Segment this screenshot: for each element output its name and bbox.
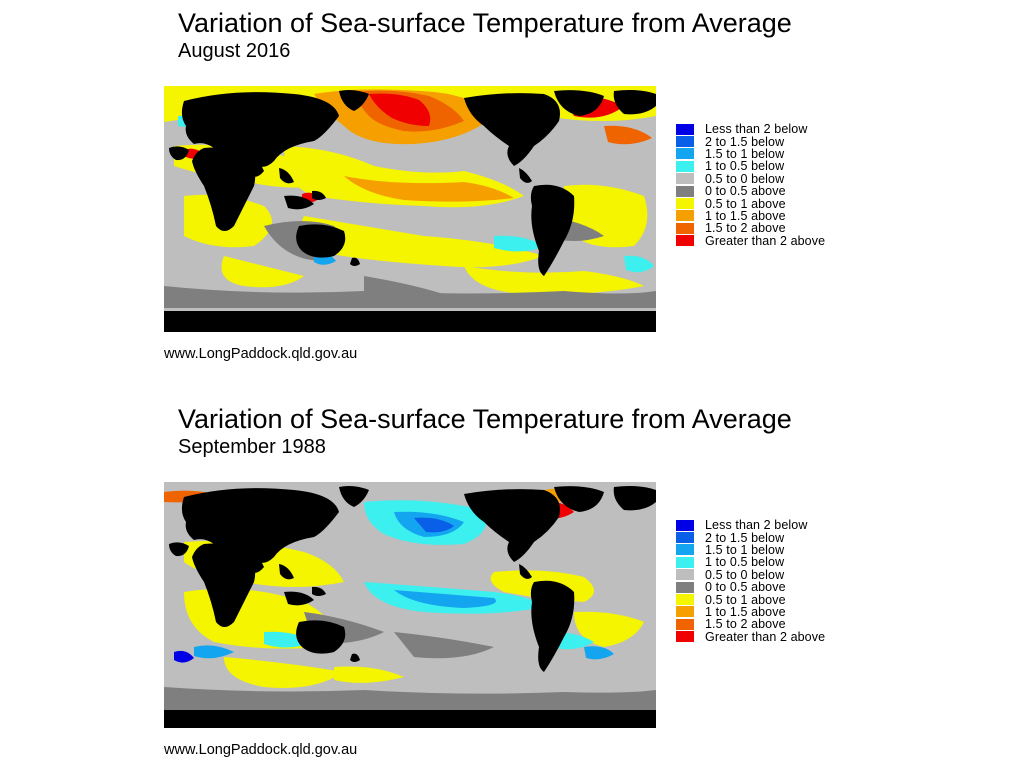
legend-label: 1.5 to 1 below <box>705 146 785 161</box>
legend-swatch <box>676 569 694 581</box>
legend-swatch <box>676 173 694 185</box>
legend-swatch <box>676 556 694 568</box>
map-subtitle: August 2016 <box>178 40 291 62</box>
legend-swatch <box>676 198 694 210</box>
panel-september-1988: Variation of Sea-surface Temperature fro… <box>0 396 1024 780</box>
legend-label: 0.5 to 0 below <box>705 567 785 582</box>
sst-anomaly-map <box>164 86 656 332</box>
panel-august-2016: Variation of Sea-surface Temperature fro… <box>0 0 1024 384</box>
legend-item: 1.5 to 1 below <box>676 544 876 556</box>
legend-swatch <box>676 532 694 544</box>
legend-item: 2 to 1.5 below <box>676 530 876 545</box>
legend-swatch <box>676 148 694 160</box>
legend-label: 0.5 to 1 above <box>705 196 786 211</box>
legend-label: 1 to 0.5 below <box>705 159 785 174</box>
map-subtitle: September 1988 <box>178 436 326 458</box>
sst-anomaly-map <box>164 482 656 728</box>
world-map-svg <box>164 482 656 728</box>
legend-item: 0.5 to 1 above <box>676 196 876 211</box>
legend-item: 1 to 1.5 above <box>676 606 876 618</box>
legend-swatch <box>676 222 694 234</box>
legend-label: 1 to 1.5 above <box>705 208 786 223</box>
legend-swatch <box>676 544 694 556</box>
land-masses <box>164 90 656 332</box>
legend-item: 0 to 0.5 above <box>676 581 876 593</box>
legend-swatch <box>676 594 694 606</box>
legend-item: 2 to 1.5 below <box>676 134 876 149</box>
map-title: Variation of Sea-surface Temperature fro… <box>178 8 792 38</box>
legend-item: 1 to 1.5 above <box>676 210 876 222</box>
legend-swatch <box>676 606 694 618</box>
legend-label: 1 to 1.5 above <box>705 604 786 619</box>
legend-label: 0 to 0.5 above <box>705 580 786 595</box>
legend-swatch <box>676 519 694 531</box>
legend-item: 0.5 to 0 below <box>676 173 876 185</box>
legend-item: Greater than 2 above <box>676 233 876 248</box>
legend-label: Greater than 2 above <box>705 629 826 644</box>
legend-item: Less than 2 below <box>676 123 876 135</box>
legend-swatch <box>676 123 694 135</box>
legend-swatch <box>676 185 694 197</box>
legend-label: 1.5 to 2 above <box>705 617 786 632</box>
legend-swatch <box>676 235 694 247</box>
legend-item: 1.5 to 2 above <box>676 221 876 236</box>
legend-label: 0.5 to 0 below <box>705 171 785 186</box>
legend-swatch <box>676 618 694 630</box>
legend-swatch <box>676 631 694 643</box>
legend-label: Greater than 2 above <box>705 233 826 248</box>
legend-label: 0 to 0.5 above <box>705 184 786 199</box>
legend-label: 1 to 0.5 below <box>705 555 785 570</box>
map-title: Variation of Sea-surface Temperature fro… <box>178 404 792 434</box>
legend-label: Less than 2 below <box>705 518 808 533</box>
legend-item: 1 to 0.5 below <box>676 555 876 570</box>
legend-label: Less than 2 below <box>705 122 808 137</box>
legend-item: 1.5 to 2 above <box>676 617 876 632</box>
legend-swatch <box>676 210 694 222</box>
legend-label: 2 to 1.5 below <box>705 530 785 545</box>
land-masses <box>164 486 656 728</box>
legend-label: 1.5 to 1 below <box>705 542 785 557</box>
legend-label: 1.5 to 2 above <box>705 221 786 236</box>
legend-item: 0.5 to 1 above <box>676 592 876 607</box>
color-legend: Less than 2 below 2 to 1.5 below 1.5 to … <box>676 519 876 643</box>
legend-item: 1.5 to 1 below <box>676 148 876 160</box>
legend-label: 2 to 1.5 below <box>705 134 785 149</box>
legend-item: Greater than 2 above <box>676 629 876 644</box>
legend-item: 0.5 to 0 below <box>676 569 876 581</box>
legend-item: Less than 2 below <box>676 519 876 531</box>
color-legend: Less than 2 below 2 to 1.5 below 1.5 to … <box>676 123 876 247</box>
source-credit: www.LongPaddock.qld.gov.au <box>164 346 358 362</box>
legend-swatch <box>676 160 694 172</box>
world-map-svg <box>164 86 656 332</box>
source-credit: www.LongPaddock.qld.gov.au <box>164 742 358 758</box>
legend-item: 1 to 0.5 below <box>676 159 876 174</box>
legend-swatch <box>676 136 694 148</box>
legend-item: 0 to 0.5 above <box>676 185 876 197</box>
legend-label: 0.5 to 1 above <box>705 592 786 607</box>
legend-swatch <box>676 581 694 593</box>
